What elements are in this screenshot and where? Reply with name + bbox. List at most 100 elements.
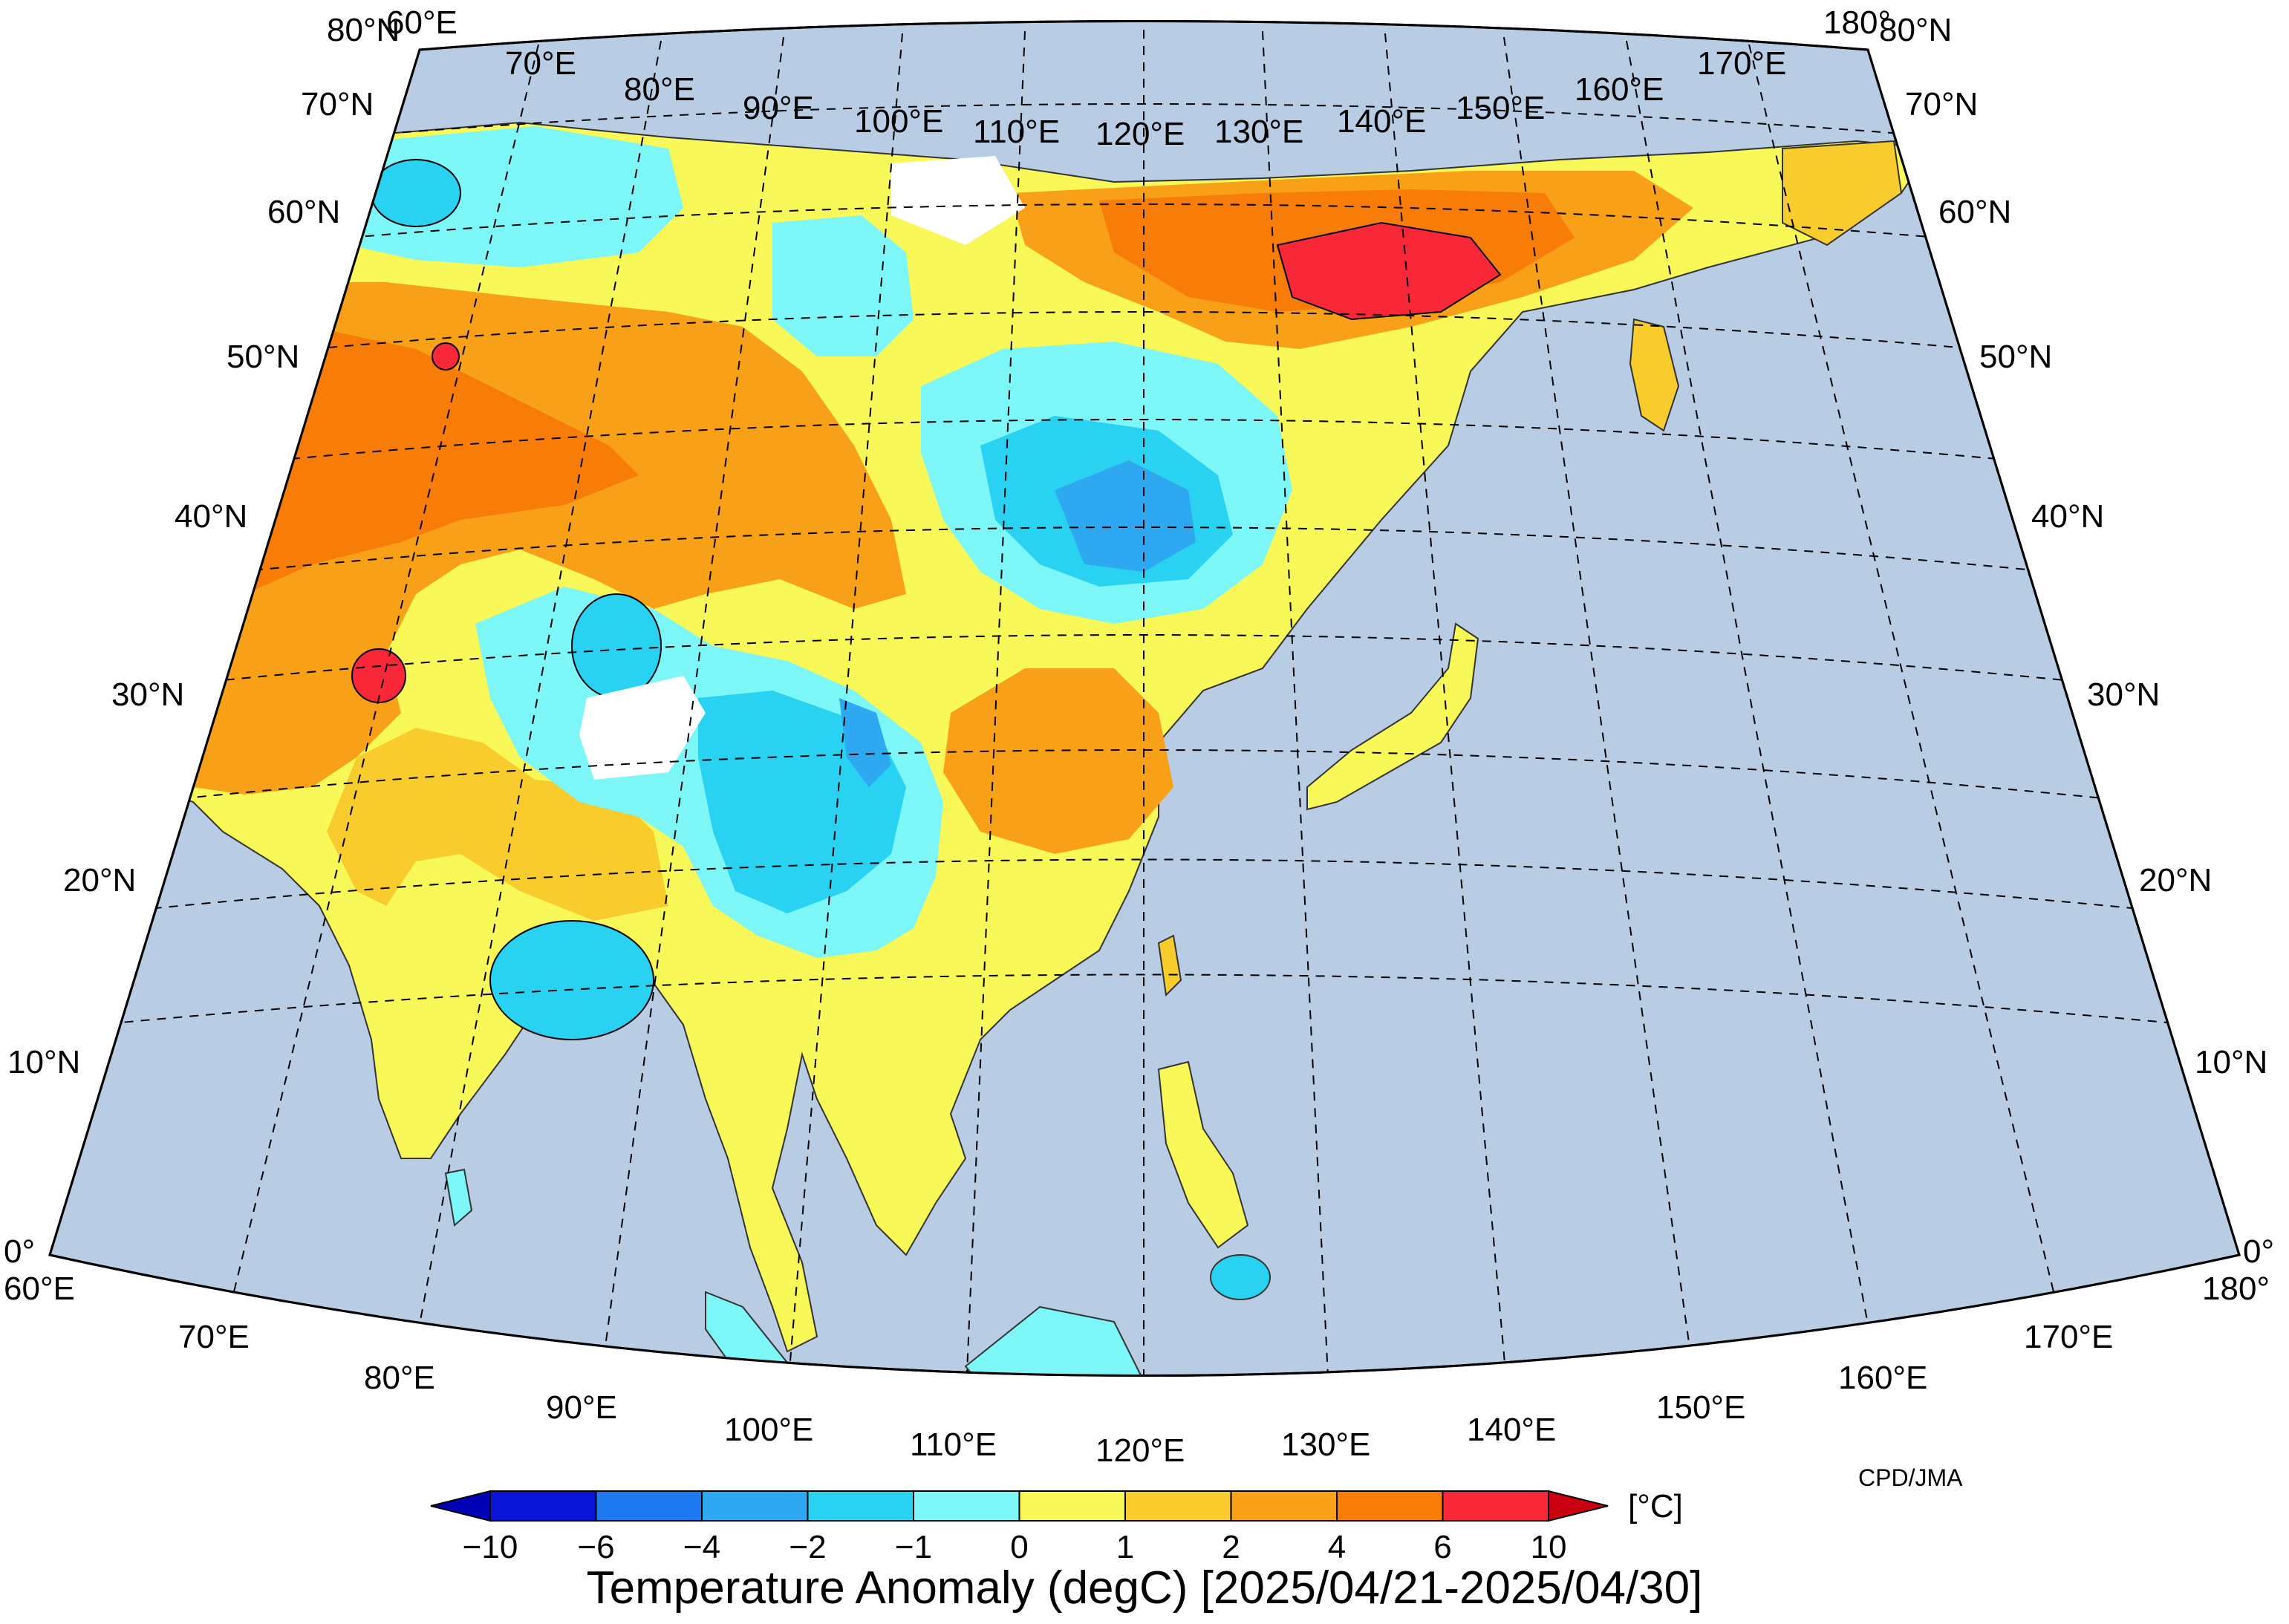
- colorbar-tick-label: 2: [1222, 1529, 1240, 1565]
- lat-right-label: 70°N: [1905, 86, 1978, 123]
- colorbar-extend-low: [430, 1490, 491, 1522]
- lat-right-label: 20°N: [2139, 862, 2212, 899]
- lon-bottom-label: 140°E: [1467, 1412, 1556, 1448]
- lat-right-label: 30°N: [2087, 676, 2160, 713]
- lat-left-label: 20°N: [63, 862, 136, 899]
- colorbar-swatch: [807, 1490, 914, 1522]
- land-kamchatka: [1782, 140, 1903, 247]
- lon-top-label: 150°E: [1456, 90, 1545, 126]
- no-data-patch-north: [891, 156, 1025, 245]
- longitude-labels-top: 60°E 70°E 80°E 90°E 100°E 110°E 120°E 13…: [386, 4, 1891, 152]
- colorbar-tick-label: −1: [895, 1529, 932, 1565]
- land-sri-lanka: [444, 1168, 473, 1227]
- lon-top-label: 120°E: [1095, 116, 1185, 152]
- anomaly-cool-tibet-core: [571, 593, 662, 699]
- colorbar-swatch: [595, 1490, 703, 1522]
- land-japan: [1306, 622, 1479, 811]
- land-taiwan: [1157, 934, 1182, 997]
- colorbar-tick-label: −6: [577, 1529, 614, 1565]
- anomaly-warm-central-china: [943, 668, 1173, 854]
- lat-left-label: 60°N: [267, 194, 340, 230]
- lon-bottom-label: 130°E: [1281, 1426, 1370, 1463]
- land-philippines: [1157, 1060, 1249, 1249]
- lon-bottom-label: 160°E: [1838, 1360, 1927, 1396]
- lon-top-label: 130°E: [1214, 114, 1303, 150]
- anomaly-cool-central-siberia: [772, 215, 914, 356]
- colorbar-swatch: [913, 1490, 1020, 1522]
- colorbar-tick-label: −4: [683, 1529, 720, 1565]
- lon-bottom-label: 110°E: [910, 1426, 997, 1463]
- credit-label: CPD/JMA: [1858, 1464, 1963, 1491]
- land-sakhalin: [1629, 318, 1680, 432]
- map-domain-border: [48, 20, 2241, 1377]
- colorbar: −10 −6 −4 −2 −1 0 1 2 4 6 10: [430, 1490, 1609, 1565]
- hotspot-west-2: [432, 342, 460, 371]
- colorbar-swatch: [701, 1490, 809, 1522]
- colorbar-swatch: [1336, 1490, 1444, 1522]
- latitude-labels-left: 80°N 70°N 60°N 50°N 40°N 30°N 20°N 10°N …: [4, 12, 400, 1270]
- land-anomaly-layer: [59, 30, 2229, 1376]
- lat-left-label: 10°N: [7, 1044, 80, 1080]
- lon-top-label: 160°E: [1575, 71, 1664, 108]
- colorbar-swatch: [1124, 1490, 1232, 1522]
- lon-top-label: 80°E: [624, 71, 695, 108]
- lat-left-label: 70°N: [301, 86, 374, 123]
- colorbar-extend-high: [1548, 1490, 1609, 1522]
- anomaly-coldest-mongolia: [1055, 460, 1196, 572]
- land-borneo: [964, 1305, 1145, 1376]
- hotspot-east-siberia: [1276, 221, 1502, 321]
- anomaly-cool-india: [489, 920, 654, 1040]
- lon-top-label: 170°E: [1697, 45, 1786, 82]
- anomaly-coldest-core: [839, 698, 891, 787]
- lon-bottom-label: 150°E: [1656, 1389, 1745, 1426]
- lat-left-label: 30°N: [111, 676, 184, 713]
- lat-right-label: 60°N: [1938, 194, 2011, 230]
- colorbar-swatch: [1230, 1490, 1338, 1522]
- lon-top-label: 110°E: [973, 114, 1060, 150]
- colorbar-tick-label: 10: [1531, 1529, 1567, 1565]
- colorbar-tick-label: 4: [1328, 1529, 1346, 1565]
- lon-top-label: 100°E: [854, 103, 943, 140]
- lat-right-label: 40°N: [2031, 498, 2104, 535]
- lon-top-label: 60°E: [386, 4, 458, 41]
- lon-top-label: 90°E: [743, 90, 814, 126]
- latitude-labels-right: 80°N 70°N 60°N 50°N 40°N 30°N 20°N 10°N …: [1879, 12, 2274, 1270]
- lon-top-label: 140°E: [1337, 103, 1426, 140]
- lon-bottom-label: 100°E: [724, 1412, 813, 1448]
- colorbar-unit: [°C]: [1628, 1488, 1683, 1524]
- colorbar-swatch: [1442, 1490, 1549, 1522]
- lat-right-label: 50°N: [1979, 339, 2052, 375]
- lon-bottom-label: 70°E: [178, 1319, 250, 1355]
- lon-top-label: 70°E: [505, 45, 576, 82]
- anomaly-gold-band: [327, 728, 668, 921]
- lat-left-label: 40°N: [175, 498, 247, 535]
- lat-right-label: 80°N: [1879, 12, 1952, 48]
- colorbar-tick-label: −10: [463, 1529, 518, 1565]
- lat-left-label: 50°N: [227, 339, 299, 375]
- lon-bottom-label: 120°E: [1095, 1432, 1185, 1469]
- lon-bottom-label: 90°E: [546, 1389, 617, 1426]
- longitude-grid: [229, 30, 2058, 1376]
- lon-bottom-label: 60°E: [4, 1271, 75, 1307]
- lat-right-label: 0°: [2243, 1233, 2274, 1270]
- colorbar-tick-label: −2: [789, 1529, 826, 1565]
- no-data-patch-tibet: [579, 676, 706, 780]
- lon-top-label: 180°: [1823, 4, 1891, 41]
- lon-bottom-label: 170°E: [2024, 1319, 2113, 1355]
- hotspot-west: [351, 648, 406, 703]
- lat-left-label: 0°: [4, 1233, 35, 1270]
- lat-right-label: 10°N: [2195, 1044, 2267, 1080]
- colorbar-swatch: [489, 1490, 597, 1522]
- colorbar-tick-label: 1: [1116, 1529, 1134, 1565]
- lon-bottom-label: 180°: [2202, 1271, 2270, 1307]
- map-title: Temperature Anomaly (degC) [2025/04/21-2…: [586, 1562, 1703, 1614]
- longitude-labels-bottom: 60°E 70°E 80°E 90°E 100°E 110°E 120°E 13…: [4, 1271, 2270, 1469]
- colorbar-tick-label: 0: [1010, 1529, 1028, 1565]
- lat-left-label: 80°N: [327, 12, 400, 48]
- colorbar-swatch: [1018, 1490, 1126, 1522]
- lon-bottom-label: 80°E: [364, 1360, 435, 1396]
- anomaly-cool-mindanao: [1210, 1254, 1271, 1300]
- anomaly-cool-siberia-core: [371, 159, 461, 227]
- colorbar-tick-label: 6: [1433, 1529, 1451, 1565]
